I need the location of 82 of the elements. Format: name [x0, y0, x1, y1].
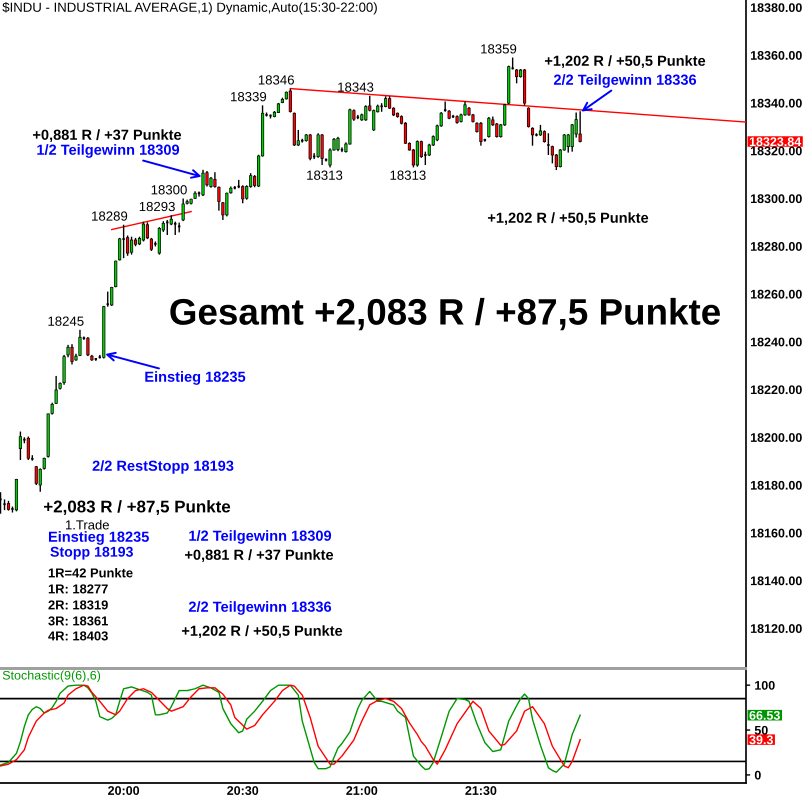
y-tick-label: 18320.00 [750, 146, 802, 156]
annotation: Einstieg 18235 [48, 531, 149, 545]
y-tick-label: 18380.00 [750, 3, 802, 12]
candlestick [487, 116, 490, 138]
chart-title: Stochastic(9(6),6) [2, 670, 100, 682]
y-tick-label: 18160.00 [750, 528, 802, 538]
y-tick-label: 18280.00 [750, 242, 802, 251]
text: 18323.84 [750, 137, 802, 146]
annotation: 18359 [481, 44, 516, 54]
annotation: 2/2 Teilgewinn 18336 [188, 601, 332, 615]
candlestick [209, 176, 213, 188]
candlestick [78, 329, 82, 357]
candlestick [479, 121, 482, 146]
y-tick-label: 18180.00 [750, 480, 802, 490]
annotation: 18289 [92, 211, 128, 221]
annotation: 18313 [307, 170, 342, 180]
candlestick [66, 344, 70, 358]
annotation: 1R=42 Punkte [48, 568, 133, 578]
annotation: 2/2 Teilgewinn 18336 [554, 74, 696, 88]
annotation: 1/2 Teilgewinn 18309 [37, 144, 180, 158]
annotation: 1.Trade [66, 520, 109, 530]
candlestick [201, 169, 205, 197]
annotation: +2,083 R / +87,5 Punkte [44, 500, 230, 516]
x-tick-label: 21:30 [465, 786, 496, 795]
annotation: Einstieg 18235 [145, 371, 246, 385]
annotation: +1,202 R / +50,5 Punkte [488, 212, 648, 226]
annotation: 4R: 18403 [48, 631, 108, 640]
annotation: 18346 [258, 75, 294, 85]
annotation: 2/2 RestStopp 18193 [92, 460, 234, 474]
candlestick [118, 237, 122, 262]
y-tick-label: 18220.00 [750, 385, 802, 394]
candlestick [316, 132, 320, 159]
candlestick [110, 286, 114, 307]
annotation: 2R: 18319 [48, 600, 108, 610]
x-tick-label: 21:00 [346, 786, 378, 795]
candlestick [276, 102, 280, 114]
annotation: 18339 [231, 92, 266, 102]
annotation: 1/2 Teilgewinn 18309 [189, 530, 332, 544]
annotation: 1R: 18277 [48, 584, 108, 594]
y-tick-label: 18120.00 [750, 624, 802, 634]
y-tick-label: 18300.00 [750, 194, 802, 204]
candlestick [515, 68, 518, 84]
y-tick-label: 18260.00 [750, 290, 802, 299]
candlestick [142, 220, 146, 242]
x-tick-label: 20:00 [108, 786, 140, 795]
annotation: +1,202 R / +50,5 Punkte [182, 625, 342, 638]
y-tick-label: 18360.00 [750, 50, 802, 60]
annotation: 18293 [140, 202, 175, 212]
annotation: Gesamt +2,083 R / +87,5 Punkte [170, 298, 720, 330]
candlestick [130, 236, 134, 256]
candlestick [18, 430, 22, 461]
candlestick [70, 343, 74, 366]
annotation: +0,881 R / +37 Punkte [33, 129, 182, 142]
candlestick [86, 336, 90, 357]
y-tick-label: 18200.00 [750, 433, 802, 442]
candlestick [530, 126, 534, 146]
y-tick-label: 0 [754, 770, 761, 780]
annotation: +1,202 R / +50,5 Punkte [544, 55, 706, 68]
text: 39.3 [749, 735, 773, 744]
x-tick-label: 20:30 [227, 786, 258, 795]
y-tick-label: 100 [755, 680, 775, 690]
annotation: +0,881 R / +37 Punkte [185, 549, 334, 562]
annotation: 18343 [338, 82, 374, 92]
annotation: 3R: 18361 [48, 616, 108, 626]
annotation: 18313 [390, 170, 426, 180]
candlestick [6, 500, 10, 512]
candlestick [26, 436, 30, 461]
text: 66.53 [750, 710, 780, 720]
candlestick [336, 136, 340, 152]
chart-title: $INDU - INDUSTRIAL AVERAGE,1) Dynamic,Auto(15:30-22:00) [2, 2, 377, 15]
annotation: 18300 [152, 185, 187, 194]
candlestick [308, 133, 312, 161]
y-tick-label: 50 [754, 726, 768, 735]
candlestick [416, 140, 419, 168]
candlestick [320, 133, 324, 166]
y-tick-label: 18240.00 [750, 338, 802, 346]
candlestick [150, 237, 153, 252]
candlestick [182, 198, 185, 222]
y-tick-label: 18140.00 [750, 576, 802, 586]
y-tick-label: 18340.00 [750, 98, 802, 108]
annotation: Stopp 18193 [50, 546, 133, 560]
annotation: 18245 [48, 316, 84, 326]
